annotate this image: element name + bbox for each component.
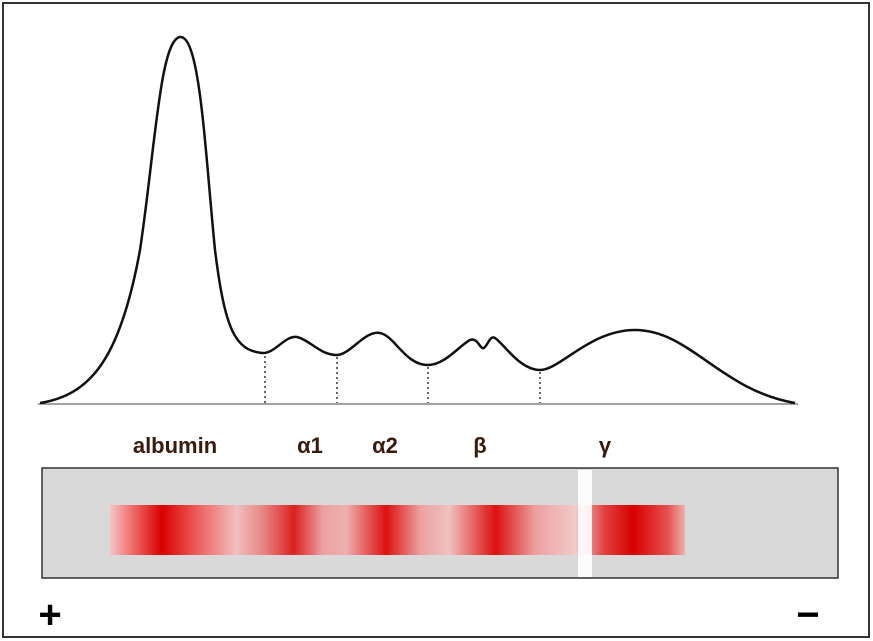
label-gamma: γ: [599, 433, 612, 458]
label-albumin: albumin: [133, 433, 217, 458]
density-curve: [39, 35, 796, 405]
anode: +: [38, 593, 61, 637]
protein-bands: [110, 505, 685, 555]
label-alpha2: α2: [372, 433, 398, 458]
label-alpha1: α1: [297, 433, 323, 458]
application-slot: [578, 470, 592, 577]
cathode: −: [796, 593, 819, 637]
dividers: [264, 356, 541, 403]
label-beta: β: [473, 433, 486, 458]
